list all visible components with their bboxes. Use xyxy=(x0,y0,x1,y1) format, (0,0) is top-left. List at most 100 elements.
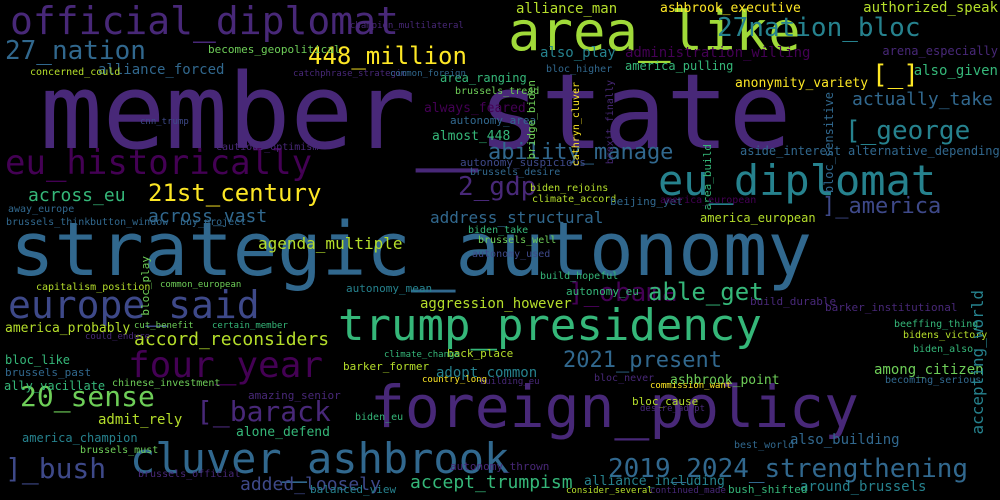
word-trump-presidency: trump_presidency xyxy=(338,300,762,351)
word-consider-several: consider_several xyxy=(566,486,653,496)
word-brussels-must: brussels_must xyxy=(80,445,159,456)
word-actually-take: actually_take xyxy=(852,89,993,110)
word-biden-eu: biden_eu xyxy=(355,412,404,423)
word-biden-also: biden_also xyxy=(913,344,974,355)
word-desire-adopt: desire_adopt xyxy=(640,404,706,414)
word-foreign-policy: foreign_policy xyxy=(370,373,859,441)
word-always-feared: always_feared xyxy=(424,101,526,116)
word-authorized-speak: authorized_speak xyxy=(863,0,998,16)
word-accepting-world: accepting_world xyxy=(968,290,987,435)
word-biden-rejoins: biden_rejoins xyxy=(530,183,609,194)
word-448-million: 448_million xyxy=(308,42,467,70)
word-concerned-could: concerned_could xyxy=(30,67,121,78)
word-bloc-like: bloc_like xyxy=(5,353,71,367)
word-able-get: able_get xyxy=(648,278,764,306)
word-bloc-higher: bloc_higher xyxy=(546,64,613,75)
word-2-gdp: 2_gdp xyxy=(458,172,537,202)
word-america-probably: america_probably xyxy=(5,321,131,336)
word-among-citizen: among_citizen xyxy=(874,362,984,378)
word-address-structural: address_structural xyxy=(430,208,604,227)
word--george: [_george xyxy=(845,116,971,146)
word-america-champion: america_champion xyxy=(22,431,138,445)
word-champion-multilateral: champion_multilateral xyxy=(350,21,464,31)
word-ashbrook-executive: ashbrook_executive xyxy=(660,1,801,16)
word-biden-take: biden_take xyxy=(468,225,529,236)
word-capitalism-position: capitalism_position xyxy=(36,282,151,293)
word-agenda-multiple: agenda_multiple xyxy=(258,234,403,253)
word-bidens-victory: bidens_victory xyxy=(903,330,988,341)
word-aside-interest: aside_interest xyxy=(740,144,842,158)
word-administration-willing: administration_willing xyxy=(625,45,811,61)
word-across-eu: across_eu xyxy=(28,185,126,206)
word-alliance-man: alliance_man xyxy=(516,1,618,17)
word-best-world: best_world xyxy=(734,440,795,451)
word-amazing-senior: amazing_senior xyxy=(248,389,341,402)
word-build-hopeful: build_hopeful xyxy=(540,271,619,282)
word-autonomy-suspicious: autonomy_suspicious xyxy=(460,156,586,169)
word-autonomy-used: autonomy_used xyxy=(472,249,551,260)
word-autonomy-area: autonomy_area xyxy=(450,114,537,127)
word-official-diplomat: official_diplomat xyxy=(10,0,399,43)
word--barack: [_barack xyxy=(196,395,331,428)
word-anonymity-variety: anonymity_variety xyxy=(735,76,869,91)
word-cautious-optimism: cautious_optimism xyxy=(216,142,319,153)
word-certain-member: certain_member xyxy=(212,321,288,331)
word-bloc-cause: bloc_cause xyxy=(632,395,699,408)
word-brussels-official: brussels_official xyxy=(138,469,241,480)
word-admit-rely: admit_rely xyxy=(98,412,183,428)
word-common-foreign: common_foreign xyxy=(390,69,466,79)
word-becomes-geopolitical: becomes_geopolitical xyxy=(208,43,341,56)
word-eu-diplomat: eu_diplomat xyxy=(658,156,937,205)
word-barker-institutional: barker_institutional xyxy=(825,301,958,314)
word-four-year: four_year xyxy=(128,345,324,386)
word-alliance-forced: alliance_forced xyxy=(98,62,225,78)
word-beeffing-thing: beeffing_thing xyxy=(894,319,979,330)
word-alternative-depending: alternative_depending xyxy=(848,144,1000,158)
word-continued-made: continued_made xyxy=(650,486,726,496)
word-added-loosely: added_loosely xyxy=(240,474,381,495)
word-alliance-including: alliance_including xyxy=(584,474,725,489)
word-alone-defend: alone_defend xyxy=(236,425,330,440)
word-america-european: america_european xyxy=(700,211,816,225)
word-building-eu: building_eu xyxy=(480,377,540,387)
word-area-ranging: area_ranging xyxy=(440,71,527,85)
word-america-european: america_european xyxy=(660,195,757,206)
word-eu-historically: eu_historically xyxy=(5,143,313,183)
word-becoming-serious: becoming_serious xyxy=(885,375,982,386)
word-27-nation: 27_nation xyxy=(5,36,146,66)
word-ability-manage: ability_manage xyxy=(488,140,674,165)
word-aggression-however: aggression_however xyxy=(420,296,572,312)
word--bush: ]_bush xyxy=(5,452,107,485)
word--obama: ]_obama xyxy=(568,278,678,308)
word-20-sense: 20_sense xyxy=(20,380,155,413)
word-also-building: also_building xyxy=(790,432,900,448)
word-brexit-finally: brexit_finally xyxy=(605,80,616,165)
word-ally-vacillate: ally_vacillate xyxy=(4,379,106,393)
word-autonomy-thrown: autonomy_thrown xyxy=(450,460,550,473)
word-2021-present: 2021_present xyxy=(563,348,722,373)
word-brussels-desire: brussels_desire xyxy=(470,167,561,178)
word-buy-project: buy_project xyxy=(180,217,247,228)
word-brussels-past: brussels_past xyxy=(5,366,92,379)
word-could-endure: could_endure xyxy=(85,332,151,342)
word-area-like: area_like xyxy=(508,0,801,63)
word-bloc-play: bloc_play xyxy=(139,256,152,316)
word-strategic-autonomy: strategic_autonomy xyxy=(10,207,812,293)
word-cnn-trump: cnn_trump xyxy=(140,117,189,127)
word-button-window: button_window xyxy=(90,217,169,228)
word-america-pulling: america_pulling xyxy=(625,59,734,73)
word-common-european: common_european xyxy=(160,280,242,290)
word--: [_] xyxy=(872,60,919,90)
word-21st-century: 21st_century xyxy=(148,179,322,207)
word-away-europe: away_europe xyxy=(8,204,75,215)
word-accept-trumpism: accept_trumpism xyxy=(410,472,573,493)
word-chinese-investment: chinese_investment xyxy=(112,378,221,389)
word-across-vast: across_vast xyxy=(148,206,268,227)
word-arena-especially: arena_especially xyxy=(882,44,998,58)
word-barker-former: barker_former xyxy=(343,360,430,373)
word-bloc-never: bloc_never xyxy=(594,373,655,384)
word-country-long: country_long xyxy=(422,375,488,385)
word-around-brussels: around_brussels xyxy=(800,479,927,495)
word-brussels-well: brussels_well xyxy=(478,235,557,246)
